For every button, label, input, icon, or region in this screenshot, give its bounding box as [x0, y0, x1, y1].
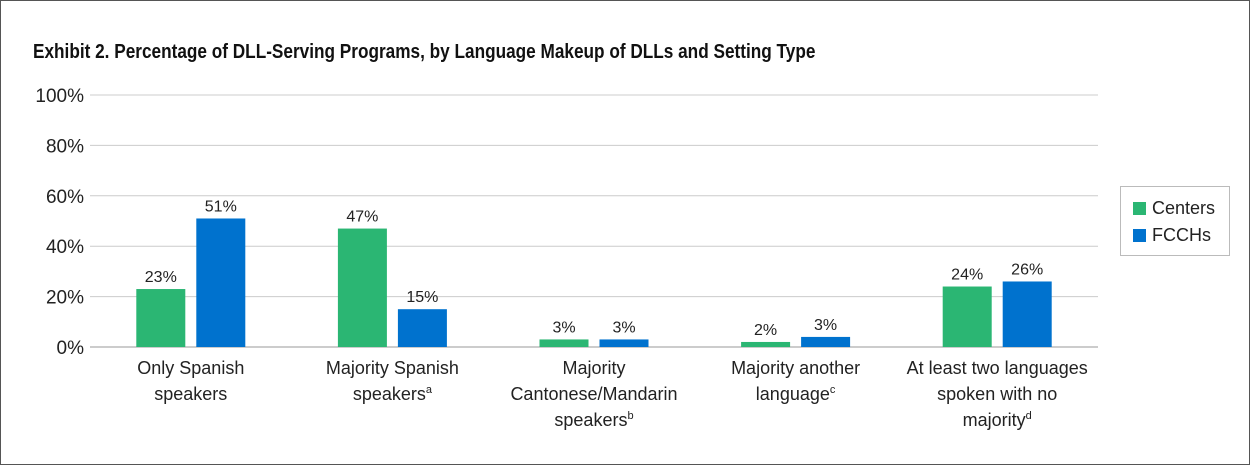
y-tick-label: 80%: [46, 136, 84, 157]
data-label: 26%: [1011, 261, 1043, 278]
bar-fcchs: [1002, 281, 1052, 347]
bar-centers: [942, 286, 992, 347]
legend-swatch-centers: [1133, 201, 1146, 215]
legend: Centers FCCHs: [1120, 186, 1230, 256]
category-label: Only Spanish speakers: [137, 358, 244, 404]
category-label: At least two languages spoken with no majo…: [907, 358, 1088, 430]
chart-title: Exhibit 2. Percentage of DLL-Serving Pro…: [33, 41, 816, 63]
bar-centers: [337, 228, 387, 347]
legend-label-fcchs: FCCHs: [1152, 224, 1211, 245]
legend-item-fcchs: FCCHs: [1133, 224, 1211, 246]
legend-swatch-fcchs: [1133, 228, 1146, 242]
data-label: 47%: [346, 209, 378, 226]
bar-fcchs: [397, 309, 447, 347]
data-label: 15%: [406, 289, 438, 306]
category-label: Majority Cantonese/Mandarin speakersb: [510, 358, 677, 430]
bar-centers: [741, 341, 791, 347]
y-tick-label: 60%: [46, 187, 84, 208]
data-label: 2%: [754, 322, 777, 339]
y-tick-label: 20%: [46, 288, 84, 309]
category-label: Majority another languagec: [731, 358, 860, 404]
data-label: 3%: [612, 319, 635, 336]
bar-centers: [136, 289, 186, 347]
data-label: 51%: [205, 198, 237, 215]
bar-fcchs: [196, 218, 246, 347]
category-label: Majority Spanish speakersa: [326, 358, 459, 404]
legend-label-centers: Centers: [1152, 197, 1216, 218]
y-tick-label: 100%: [35, 86, 84, 107]
y-tick-label: 40%: [46, 237, 84, 258]
y-tick-label: 0%: [57, 338, 85, 359]
data-label: 3%: [814, 317, 837, 334]
bar-fcchs: [801, 336, 851, 347]
bar-centers: [539, 339, 589, 347]
bar-fcchs: [599, 339, 649, 347]
data-label: 24%: [951, 267, 983, 284]
legend-item-centers: Centers: [1133, 197, 1215, 219]
data-label: 3%: [552, 319, 575, 336]
data-label: 23%: [145, 269, 177, 286]
